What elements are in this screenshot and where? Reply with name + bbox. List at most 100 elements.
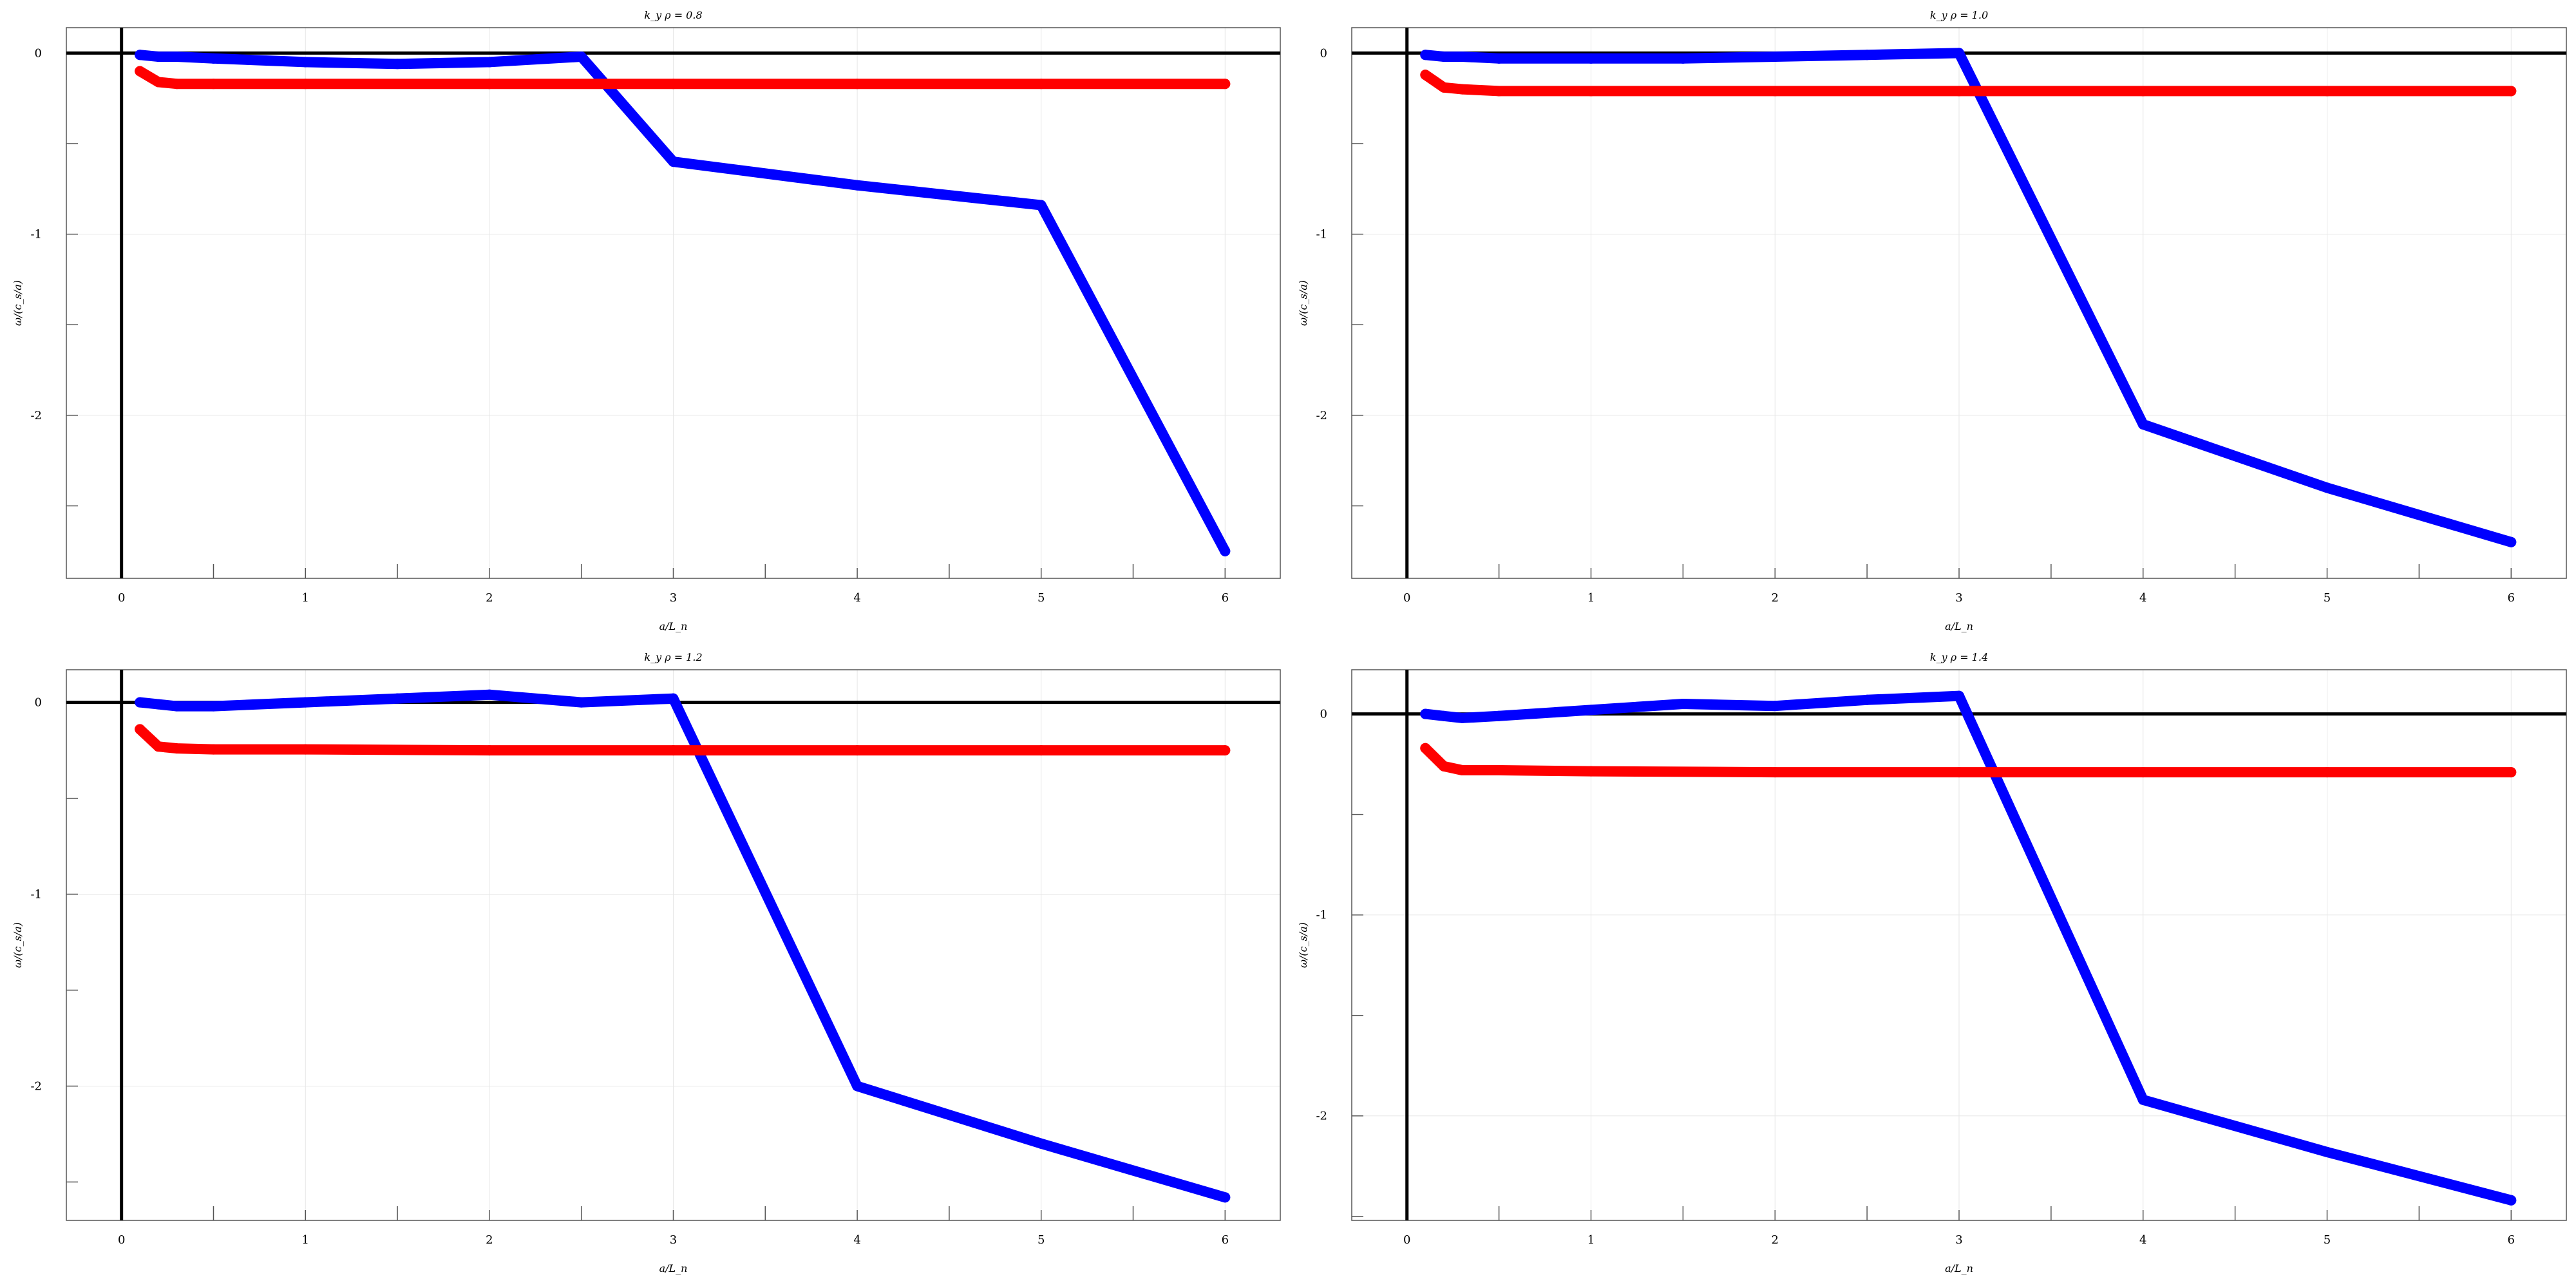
y-tick-label: -1 [1316, 228, 1327, 242]
x-tick-label: 6 [1222, 1233, 1229, 1247]
blue-series-point [1954, 48, 1964, 59]
blue-series-point [153, 52, 164, 62]
red-series-point [171, 743, 182, 754]
blue-series-point [1036, 1138, 1046, 1149]
blue-series-point [300, 57, 311, 68]
blue-series-point [1036, 200, 1046, 211]
y-tick-label: -2 [30, 1079, 42, 1093]
blue-series-point [1438, 52, 1449, 62]
blue-series-line [135, 50, 1231, 556]
chart-panel-4: 0 1 2 3 4 5 6 0 -1 -2 k_y ρ = 1.4 a/L_n ω/(c_s/a) [1297, 651, 2567, 1274]
blue-series-point [208, 53, 219, 64]
blue-series-point [153, 699, 164, 710]
blue-series-point [1457, 712, 1468, 723]
red-series-point [2322, 86, 2333, 97]
red-series-point [1220, 745, 1231, 756]
red-series-point [1954, 767, 1964, 778]
x-tick-label: 1 [1587, 1233, 1595, 1247]
x-tick-label: 4 [2139, 1233, 2146, 1247]
x-tick-label: 0 [1403, 591, 1410, 605]
blue-series-point [484, 57, 495, 68]
blue-series-point [1220, 545, 1231, 556]
blue-series-point [1438, 710, 1449, 721]
red-series-point [1438, 761, 1449, 772]
red-series-point [1457, 84, 1468, 95]
blue-series-point [2322, 1146, 2333, 1157]
red-series-point [484, 79, 495, 90]
panel-title: k_y ρ = 1.4 [1930, 651, 1988, 663]
y-tick-label: -2 [1316, 409, 1327, 422]
x-tick-label: 0 [118, 1233, 125, 1247]
red-series-point [1770, 767, 1781, 778]
panel-title: k_y ρ = 0.8 [644, 9, 702, 21]
blue-series-line [135, 689, 1231, 1203]
red-series-point [135, 66, 146, 77]
x-axis-label: a/L_n [1945, 620, 1973, 632]
blue-series-point [171, 52, 182, 62]
x-tick-label: 1 [1587, 591, 1595, 605]
x-tick-label: 5 [1037, 1233, 1045, 1247]
x-tick-label: 2 [486, 591, 493, 605]
y-tick-label: 0 [35, 696, 42, 710]
blue-series-point [668, 693, 679, 704]
y-tick-label: -1 [30, 228, 42, 242]
blue-series-point [2506, 1195, 2517, 1206]
red-series-point [1586, 766, 1596, 777]
blue-series-point [1220, 1192, 1231, 1203]
panel-title: k_y ρ = 1.0 [1930, 9, 1988, 21]
red-series-point [2137, 767, 2148, 778]
red-series-point [1493, 86, 1504, 97]
blue-series-point [484, 689, 495, 700]
x-tick-label: 1 [302, 591, 309, 605]
blue-series-point [1586, 705, 1596, 715]
x-tick-label: 4 [2139, 591, 2146, 605]
red-series-point [171, 79, 182, 90]
x-tick-label: 3 [1955, 1233, 1962, 1247]
series-group [135, 689, 1231, 1203]
y-axis-label: ω/(c_s/a) [1297, 280, 1309, 326]
blue-series-point [300, 697, 311, 708]
y-axis-label: ω/(c_s/a) [1297, 922, 1309, 968]
y-tick-label: -2 [30, 409, 42, 422]
red-series-point [1438, 82, 1449, 93]
red-series-line [135, 66, 1231, 90]
red-series-point [208, 79, 219, 90]
x-tick-label: 4 [853, 1233, 860, 1247]
red-series-point [153, 77, 164, 88]
red-series-point [852, 745, 863, 756]
y-axis-label: ω/(c_s/a) [12, 280, 24, 326]
blue-series-point [1493, 53, 1504, 64]
red-series-point [2322, 767, 2333, 778]
blue-series-point [1457, 52, 1468, 62]
blue-series-point [576, 697, 587, 708]
y-axis-label: ω/(c_s/a) [12, 922, 24, 968]
red-series-point [300, 79, 311, 90]
y-tick-label: -1 [30, 888, 42, 902]
red-series-point [153, 741, 164, 752]
blue-series-line [1420, 48, 2517, 547]
red-series-line [1420, 70, 2517, 97]
x-tick-label: 0 [1403, 1233, 1410, 1247]
blue-series-point [1678, 699, 1689, 710]
blue-series-point [2137, 419, 2148, 430]
red-series-point [2137, 86, 2148, 97]
x-tick-label: 2 [1772, 1233, 1779, 1247]
chart-panel-1: 0 1 2 3 4 5 6 0 -1 -2 k_y ρ = 0.8 a/L_n ω/(c_s/a) [12, 9, 1281, 632]
red-series-point [135, 724, 146, 735]
blue-series-point [135, 50, 146, 61]
blue-series-point [1420, 708, 1431, 719]
x-axis-label: a/L_n [1945, 1262, 1973, 1274]
blue-series-point [1862, 50, 1873, 61]
red-series-point [208, 744, 219, 755]
red-series-point [1036, 79, 1046, 90]
blue-series-point [208, 701, 219, 712]
red-series-point [852, 79, 863, 90]
x-tick-label: 3 [670, 1233, 677, 1247]
blue-series-point [576, 52, 587, 62]
x-tick-label: 4 [853, 591, 860, 605]
red-series-point [1457, 765, 1468, 776]
x-tick-label: 5 [2324, 591, 2331, 605]
y-tick-label: 0 [35, 46, 42, 60]
x-tick-label: 3 [1955, 591, 1962, 605]
